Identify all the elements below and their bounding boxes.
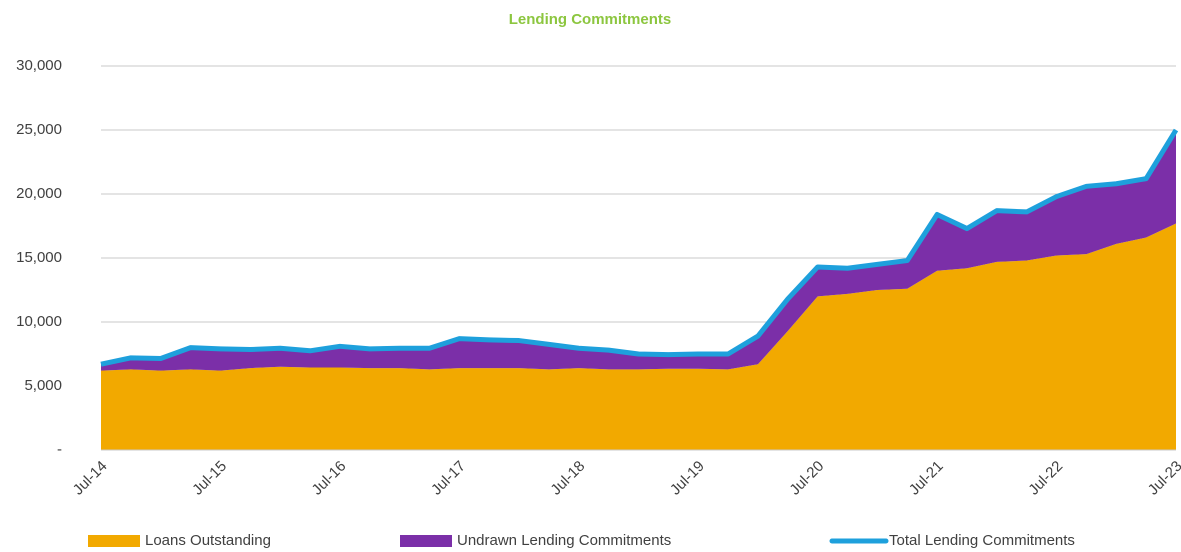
legend-label: Undrawn Lending Commitments bbox=[457, 532, 671, 549]
x-tick-label: Jul-23 bbox=[1145, 458, 1181, 499]
x-tick-label: Jul-22 bbox=[1025, 458, 1066, 499]
area bbox=[101, 223, 1176, 450]
area bbox=[101, 130, 1176, 371]
legend-swatch bbox=[88, 535, 140, 547]
x-tick-label: Jul-18 bbox=[547, 458, 588, 499]
y-tick-label: 10,000 bbox=[16, 313, 62, 330]
y-tick-label: - bbox=[57, 441, 62, 458]
y-tick-label: 15,000 bbox=[16, 249, 62, 266]
y-tick-label: 5,000 bbox=[24, 377, 62, 394]
x-tick-label: Jul-16 bbox=[309, 458, 350, 499]
x-tick-label: Jul-19 bbox=[667, 458, 708, 499]
y-tick-label: 25,000 bbox=[16, 121, 62, 138]
total-line bbox=[100, 128, 1179, 367]
x-tick-label: Jul-21 bbox=[906, 458, 947, 499]
x-tick-label: Jul-17 bbox=[428, 458, 469, 499]
legend-swatch bbox=[400, 535, 452, 547]
x-tick-label: Jul-15 bbox=[189, 458, 230, 499]
chart-title: Lending Commitments bbox=[509, 11, 672, 28]
x-tick-label: Jul-20 bbox=[786, 458, 827, 499]
x-tick-label: Jul-14 bbox=[70, 458, 111, 499]
y-tick-label: 30,000 bbox=[16, 57, 62, 74]
y-tick-label: 20,000 bbox=[16, 185, 62, 202]
legend-label: Loans Outstanding bbox=[145, 532, 271, 549]
legend-label: Total Lending Commitments bbox=[889, 532, 1075, 549]
